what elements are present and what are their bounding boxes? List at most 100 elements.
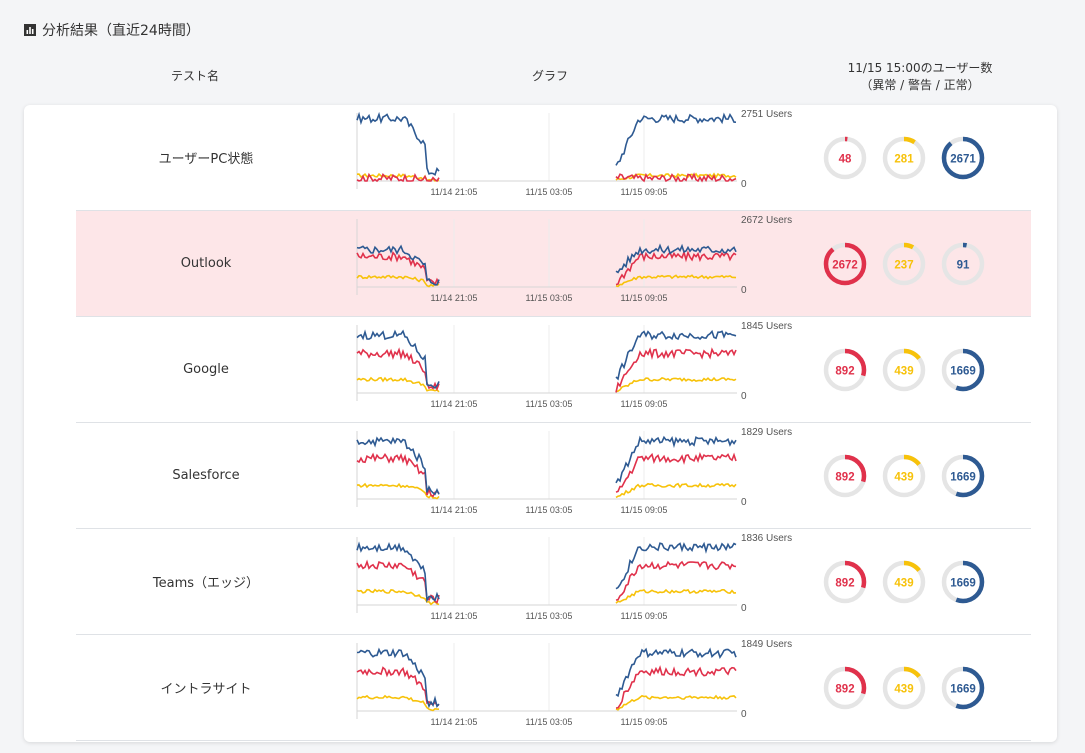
normal-gauge: 1669 <box>941 666 985 709</box>
normal-series-line <box>615 329 737 381</box>
normal-gauge-arc <box>941 242 985 285</box>
results-card: ユーザーPC状態 2751 Users 0 11/14 21:05 11/15 03:0… <box>24 105 1057 742</box>
column-header-test-name: テスト名 <box>170 69 219 83</box>
normal-gauge-arc <box>941 348 985 391</box>
test-name: イントラサイト <box>160 682 252 697</box>
normal-series-line <box>356 111 440 177</box>
abnormal-count-value: 2672 <box>832 259 858 271</box>
normal-series-line <box>356 436 440 496</box>
test-row[interactable]: ユーザーPC状態 2751 Users 0 11/14 21:05 11/15 03:0… <box>76 105 1031 211</box>
y-max-label: 1829 Users <box>741 427 792 438</box>
warning-count-value: 439 <box>894 577 913 589</box>
abnormal-gauge-arc <box>823 242 867 285</box>
warning-series-line <box>356 694 440 712</box>
normal-count-value: 91 <box>957 259 970 271</box>
abnormal-series-line <box>356 172 440 183</box>
abnormal-count-value: 892 <box>835 683 854 695</box>
test-row[interactable]: Google 1845 Users 0 11/14 21:05 11/15 03:05 1… <box>76 317 1031 423</box>
abnormal-count-value: 892 <box>835 471 854 483</box>
warning-gauge: 439 <box>882 454 926 497</box>
abnormal-gauge-arc <box>823 348 867 391</box>
y-max-label: 2672 Users <box>741 215 792 226</box>
abnormal-count-value: 892 <box>835 365 854 377</box>
normal-count-value: 1669 <box>950 577 976 589</box>
abnormal-series-line <box>615 665 737 709</box>
timeseries-chart: 2751 Users 0 11/14 21:05 11/15 03:05 11/15 0… <box>354 105 794 211</box>
normal-gauge: 2671 <box>941 136 985 179</box>
user-count-gauges: 892 439 1669 <box>822 529 1032 634</box>
abnormal-gauge-arc <box>823 454 867 497</box>
x-tick-label: 11/15 03:05 <box>526 187 573 197</box>
x-tick-label: 11/15 09:05 <box>621 505 668 515</box>
panel-title-text: 分析結果（直近24時間） <box>42 23 200 39</box>
panel-title: 分析結果（直近24時間） <box>24 20 200 40</box>
abnormal-series-line <box>615 560 737 601</box>
timeseries-chart: 1845 Users 0 11/14 21:05 11/15 03:05 11/15 0… <box>354 317 794 423</box>
abnormal-gauge: 892 <box>823 666 867 709</box>
warning-gauge: 281 <box>882 136 926 179</box>
abnormal-gauge: 892 <box>823 454 867 497</box>
test-name: ユーザーPC状態 <box>158 152 254 167</box>
warning-series-line <box>356 482 440 500</box>
x-tick-label: 11/14 21:05 <box>431 717 478 727</box>
column-header-user-count: 11/15 15:00のユーザー数 （異常 / 警告 / 正常） <box>800 60 1040 94</box>
warning-count-value: 439 <box>894 471 913 483</box>
x-tick-label: 11/15 03:05 <box>526 399 573 409</box>
warning-series-line <box>356 274 440 288</box>
normal-gauge: 1669 <box>941 454 985 497</box>
normal-series-line <box>356 541 440 603</box>
abnormal-series-line <box>615 249 737 286</box>
timeseries-chart: 1829 Users 0 11/14 21:05 11/15 03:05 11/15 0… <box>354 423 794 529</box>
abnormal-series-line <box>356 347 440 392</box>
warning-series-line <box>356 376 440 393</box>
warning-gauge-arc <box>882 242 926 285</box>
user-count-gauges: 892 439 1669 <box>822 423 1032 528</box>
y-min-label: 0 <box>741 709 747 720</box>
normal-series-line <box>356 244 440 286</box>
bar-chart-icon <box>24 24 36 36</box>
x-tick-label: 11/14 21:05 <box>431 293 478 303</box>
x-tick-label: 11/15 09:05 <box>621 611 668 621</box>
x-tick-label: 11/15 09:05 <box>621 187 668 197</box>
warning-gauge: 439 <box>882 666 926 709</box>
warning-gauge: 237 <box>882 242 926 285</box>
y-min-label: 0 <box>741 179 747 190</box>
abnormal-gauge-arc <box>823 666 867 709</box>
column-header-user-count-line1: 11/15 15:00のユーザー数 <box>847 61 993 75</box>
warning-series-line <box>615 376 737 393</box>
warning-gauge-arc <box>882 560 926 603</box>
x-tick-label: 11/14 21:05 <box>431 611 478 621</box>
test-row[interactable]: イントラサイト 1849 Users 0 11/14 21:05 11/15 03:05… <box>76 635 1031 741</box>
abnormal-gauge: 48 <box>823 136 867 179</box>
user-count-gauges: 892 439 1669 <box>822 635 1032 740</box>
timeseries-chart: 1849 Users 0 11/14 21:05 11/15 03:05 11/15 0… <box>354 635 794 741</box>
normal-gauge: 1669 <box>941 348 985 391</box>
x-tick-label: 11/14 21:05 <box>431 399 478 409</box>
y-max-label: 1845 Users <box>741 321 792 332</box>
test-row[interactable]: Outlook 2672 Users 0 11/14 21:05 11/15 03:05… <box>76 211 1031 317</box>
test-name: Salesforce <box>172 468 240 483</box>
normal-gauge-arc <box>941 666 985 709</box>
normal-gauge: 1669 <box>941 560 985 603</box>
normal-gauge-arc <box>941 454 985 497</box>
abnormal-series-line <box>356 666 440 707</box>
timeseries-chart: 1836 Users 0 11/14 21:05 11/15 03:05 11/15 0… <box>354 529 794 635</box>
test-row[interactable]: Teams（エッジ） 1836 Users 0 11/14 21:05 11/15 03… <box>76 529 1031 635</box>
warning-count-value: 281 <box>894 153 914 165</box>
warning-series-line <box>615 694 737 711</box>
warning-count-value: 439 <box>894 683 913 695</box>
x-tick-label: 11/15 09:05 <box>621 399 668 409</box>
normal-series-line <box>356 647 440 709</box>
warning-series-line <box>615 588 737 604</box>
warning-series-line <box>615 274 737 288</box>
x-tick-label: 11/15 09:05 <box>621 717 668 727</box>
test-row[interactable]: Salesforce 1829 Users 0 11/14 21:05 11/15 03… <box>76 423 1031 529</box>
abnormal-gauge: 2672 <box>823 242 867 285</box>
y-max-label: 2751 Users <box>741 109 792 120</box>
abnormal-series-line <box>615 347 737 393</box>
warning-count-value: 237 <box>894 259 913 271</box>
warning-gauge-arc <box>882 666 926 709</box>
x-tick-label: 11/15 03:05 <box>526 717 573 727</box>
x-tick-label: 11/14 21:05 <box>431 187 478 197</box>
warning-gauge-arc <box>882 454 926 497</box>
